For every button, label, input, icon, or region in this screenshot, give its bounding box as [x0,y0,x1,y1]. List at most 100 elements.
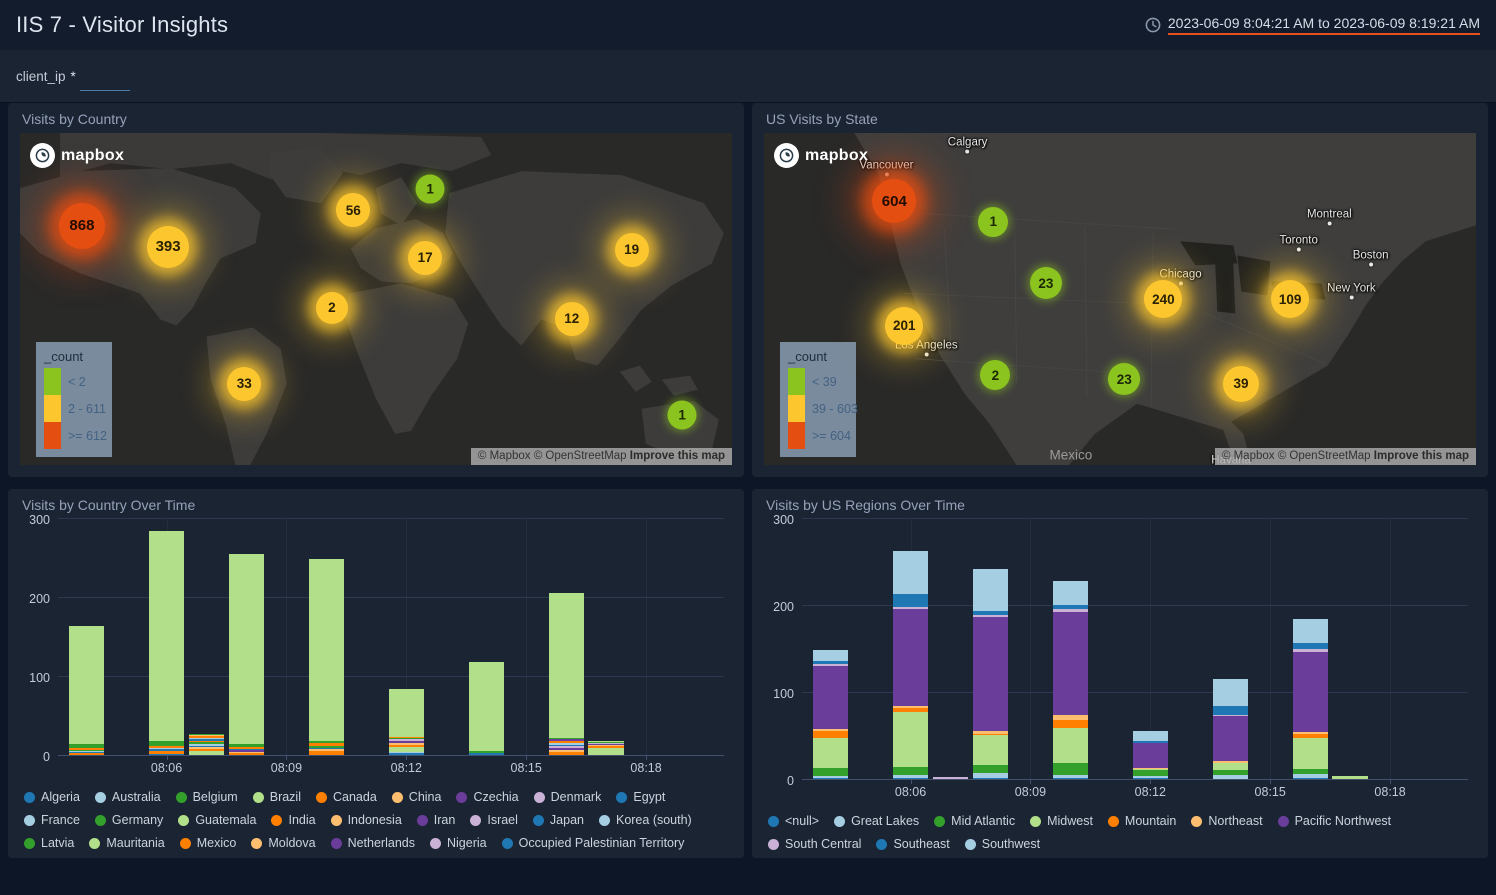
stacked-bar-08:14[interactable] [1212,679,1248,779]
legend-item-portugal[interactable]: Portugal [103,855,167,858]
stacked-bar-08:17[interactable] [1332,776,1368,779]
legend-item-germany[interactable]: Germany [94,809,163,832]
map-marker[interactable]: 23 [1029,267,1062,300]
legend-item-israel[interactable]: Israel [470,809,518,832]
bar-segment[interactable] [1292,738,1328,769]
bar-segment[interactable] [1052,719,1089,728]
country-map[interactable]: mapbox 868 393 56 1 17 2 33 19 12 1 _count < 2 2 - 61… [20,133,732,465]
bar-segment[interactable] [308,743,345,746]
improve-map-link[interactable]: Improve this map [1373,450,1469,462]
bar-segment[interactable] [1132,743,1168,768]
bar-segment[interactable] [892,707,929,713]
bar-segment[interactable] [1212,760,1248,763]
bar-segment[interactable] [892,551,929,594]
bar-segment[interactable] [1292,733,1328,739]
bar-segment[interactable] [892,766,929,775]
map-marker[interactable]: 109 [1271,280,1310,318]
bar-segment[interactable] [468,751,504,754]
bar-segment[interactable] [1212,774,1248,779]
bar-segment[interactable] [1132,768,1168,770]
bar-segment[interactable] [308,745,345,748]
legend-item-occupied-palestinian-territory[interactable]: Occupied Palestinian Territory [501,832,684,855]
bar-segment[interactable] [148,745,185,747]
bar-segment[interactable] [932,777,969,779]
bar-segment[interactable] [1292,773,1328,779]
bar-segment[interactable] [548,747,584,751]
legend-item-algeria[interactable]: Algeria [24,786,80,809]
legend-item-indonesia[interactable]: Indonesia [330,809,402,832]
bar-segment[interactable] [588,747,624,755]
bar-segment[interactable] [812,664,849,666]
bar-segment[interactable] [1332,776,1368,779]
legend-item-southeast[interactable]: Southeast [876,833,950,856]
stacked-bar-08:07[interactable] [932,777,969,779]
bar-segment[interactable] [1052,778,1089,779]
bar-segment[interactable] [228,747,265,749]
bar-segment[interactable] [892,712,929,767]
bar-segment[interactable] [1292,732,1328,734]
bar-segment[interactable] [812,731,849,739]
bar-segment[interactable] [308,740,345,744]
bar-segment[interactable] [1052,608,1089,613]
bar-segment[interactable] [388,736,424,739]
map-marker[interactable]: 240 [1144,280,1183,318]
bar-segment[interactable] [68,743,105,748]
legend-item-guatemala[interactable]: Guatemala [178,809,256,832]
legend-item-saudi-arabia[interactable]: Saudi Arabia [322,855,410,858]
bar-segment[interactable] [188,747,225,749]
bar-segment[interactable] [548,737,584,740]
legend-item-nigeria[interactable]: Nigeria [429,832,487,855]
legend-item-pacific-northwest[interactable]: Pacific Northwest [1277,810,1391,833]
bar-segment[interactable] [388,689,424,737]
bar-segment[interactable] [1212,763,1248,771]
bar-segment[interactable] [388,743,424,745]
bar-segment[interactable] [188,740,225,743]
bar-segment[interactable] [972,614,1009,618]
bar-segment[interactable] [548,593,584,738]
bar-segment[interactable] [1132,770,1168,777]
bar-segment[interactable] [188,748,225,752]
bar-segment[interactable] [188,733,225,736]
bar-segment[interactable] [228,553,265,744]
bar-segment[interactable] [148,746,185,748]
bar-segment[interactable] [812,776,849,779]
stacked-bar-08:04[interactable] [68,626,105,755]
bar-segment[interactable] [972,731,1009,734]
time-range-picker[interactable]: 2023-06-09 8:04:21 AM to 2023-06-09 8:19… [1145,15,1480,35]
bar-segment[interactable] [588,742,624,744]
map-marker[interactable]: 12 [554,301,589,336]
bar-segment[interactable] [188,745,225,748]
bar-segment[interactable] [588,744,624,747]
mapbox-logo[interactable]: mapbox [30,143,124,168]
bar-segment[interactable] [1292,618,1328,644]
stacked-bar-08:16[interactable] [548,593,584,755]
bar-segment[interactable] [892,705,929,708]
bar-segment[interactable] [228,748,265,751]
stacked-bar-08:17[interactable] [588,740,624,755]
bar-segment[interactable] [1052,774,1089,779]
legend-item--null-[interactable]: <null> [768,810,819,833]
stacked-bar-08:16[interactable] [1292,618,1328,779]
state-map[interactable]: mapbox Calgary Vancouver Montreal Toronto Bos… [764,133,1476,465]
map-marker[interactable]: 1 [415,174,445,204]
stacked-bar-08:07[interactable] [188,733,225,755]
legend-item-midwest[interactable]: Midwest [1030,810,1093,833]
bar-segment[interactable] [972,617,1009,732]
bar-segment[interactable] [1052,727,1089,764]
bar-segment[interactable] [588,740,624,743]
legend-item-egypt[interactable]: Egypt [616,786,665,809]
legend-item-southwest[interactable]: Southwest [964,833,1040,856]
legend-item-moldova[interactable]: Moldova [251,832,316,855]
bar-segment[interactable] [812,650,849,661]
bar-segment[interactable] [1212,705,1248,715]
legend-item-thailand[interactable]: Thailand [553,855,618,858]
bar-segment[interactable] [548,744,584,747]
bar-segment[interactable] [548,750,584,752]
map-marker[interactable]: 33 [227,366,262,401]
bar-segment[interactable] [188,737,225,740]
stacked-bar-08:06[interactable] [892,551,929,779]
bar-segment[interactable] [228,751,265,754]
bar-segment[interactable] [1132,731,1168,741]
bar-segment[interactable] [468,751,504,752]
bar-segment[interactable] [892,774,929,779]
